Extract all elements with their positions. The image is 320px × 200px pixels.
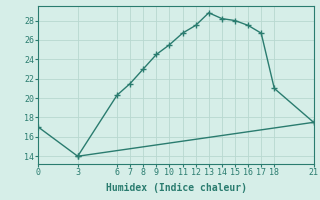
X-axis label: Humidex (Indice chaleur): Humidex (Indice chaleur) <box>106 183 246 193</box>
